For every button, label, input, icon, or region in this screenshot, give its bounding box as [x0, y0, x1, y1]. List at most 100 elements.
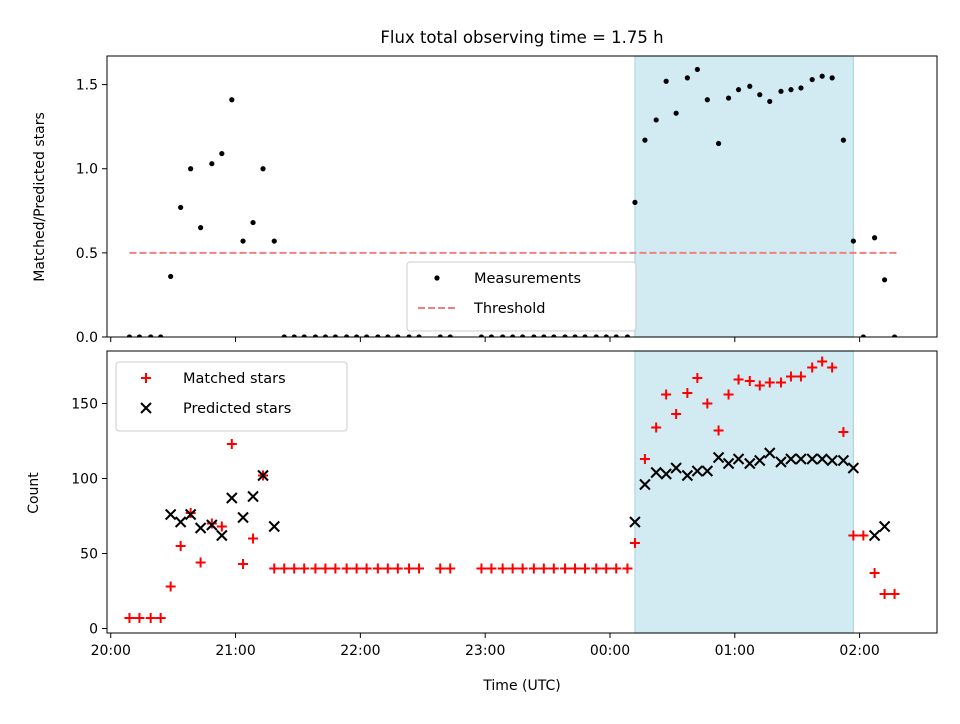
data-point [826, 454, 838, 467]
data-point [650, 466, 662, 479]
data-point [838, 427, 849, 437]
data-point [269, 563, 280, 574]
data-point [250, 219, 256, 226]
ratio-panel: 0.0 0.5 1.0 1.5 Measurements Threshold [76, 55, 938, 346]
axes-frame [106, 55, 938, 338]
data-point [299, 563, 310, 574]
chart-panels: 0.0 0.5 1.0 1.5 Measurements Threshold 0 50 100 1… [71, 55, 938, 659]
data-point [889, 589, 900, 599]
data-point [663, 78, 669, 84]
data-point [754, 454, 766, 467]
data-point [165, 581, 176, 592]
data-point [560, 563, 571, 574]
data-point [806, 453, 818, 465]
legend-frame [115, 361, 348, 432]
data-point [603, 334, 609, 337]
data-point [531, 334, 537, 337]
data-point [330, 563, 341, 574]
data-point [385, 334, 391, 337]
data-point [134, 613, 145, 623]
data-point [216, 521, 227, 532]
data-point [320, 563, 331, 574]
legend-label: Threshold [473, 301, 545, 317]
data-point [404, 563, 415, 574]
data-point [158, 334, 164, 337]
x-tick-label: 23:00 [465, 643, 505, 659]
legend-label: Measurements [474, 271, 581, 287]
data-point [713, 425, 724, 436]
data-point [850, 238, 856, 244]
data-point [268, 520, 280, 533]
x-tick-label: 21:00 [215, 643, 255, 659]
data-point [601, 563, 612, 574]
data-point [291, 334, 297, 337]
data-point [194, 522, 207, 534]
data-point [548, 563, 559, 574]
data-point [580, 563, 591, 574]
data-point [155, 613, 166, 623]
data-point [764, 377, 775, 388]
data-point [788, 87, 794, 93]
data-point [538, 563, 549, 574]
data-point [372, 563, 383, 574]
y-tick-label: 1.0 [76, 162, 98, 178]
data-point [178, 204, 184, 211]
data-point [747, 83, 753, 89]
data-point [684, 75, 690, 81]
y-tick-label: 50 [80, 547, 98, 563]
data-point [247, 490, 259, 503]
data-point [682, 388, 693, 398]
data-point [206, 518, 217, 529]
data-point [691, 465, 704, 477]
data-point [437, 334, 443, 337]
data-point [301, 334, 307, 337]
data-point [827, 362, 838, 373]
data-point [653, 117, 659, 123]
axes-frame [106, 350, 938, 634]
data-point [364, 334, 370, 337]
data-point [593, 334, 599, 337]
data-point [639, 454, 650, 464]
data-point [447, 334, 453, 337]
data-point [629, 516, 641, 528]
data-point [229, 97, 235, 103]
y-tick-label: 0.5 [76, 246, 98, 262]
data-point [238, 559, 249, 569]
data-points [126, 66, 898, 337]
data-point [392, 563, 403, 574]
data-point [164, 508, 177, 521]
data-point [271, 238, 277, 244]
data-point [775, 456, 787, 468]
x-tick-label: 20:00 [91, 643, 131, 659]
legend-label: Predicted stars [183, 401, 291, 417]
data-point [878, 520, 891, 533]
data-point [778, 88, 784, 94]
data-point [209, 161, 215, 167]
legend-frame [406, 261, 637, 332]
data-point [206, 519, 218, 531]
data-point [613, 334, 619, 337]
data-point [478, 334, 485, 337]
data-point [445, 563, 456, 574]
y-tick-label: 0 [89, 622, 98, 638]
top-y-axis-label: Matched/Predicted stars [32, 112, 48, 282]
data-point [237, 511, 249, 524]
data-point [722, 457, 735, 470]
legend: Measurements Threshold [406, 261, 637, 332]
data-point [310, 563, 321, 574]
data-point [226, 439, 237, 449]
data-point [188, 166, 194, 172]
data-point [819, 73, 825, 79]
data-point [775, 377, 786, 388]
series-matched-stars [124, 356, 900, 623]
data-point [289, 563, 300, 574]
data-point [702, 398, 713, 409]
data-point [488, 334, 495, 337]
data-point [757, 92, 763, 98]
data-point [712, 451, 725, 464]
legend-label: Matched stars [183, 371, 286, 387]
data-point [406, 334, 412, 337]
data-point [572, 334, 578, 337]
data-point [848, 530, 859, 541]
data-point [322, 334, 329, 337]
